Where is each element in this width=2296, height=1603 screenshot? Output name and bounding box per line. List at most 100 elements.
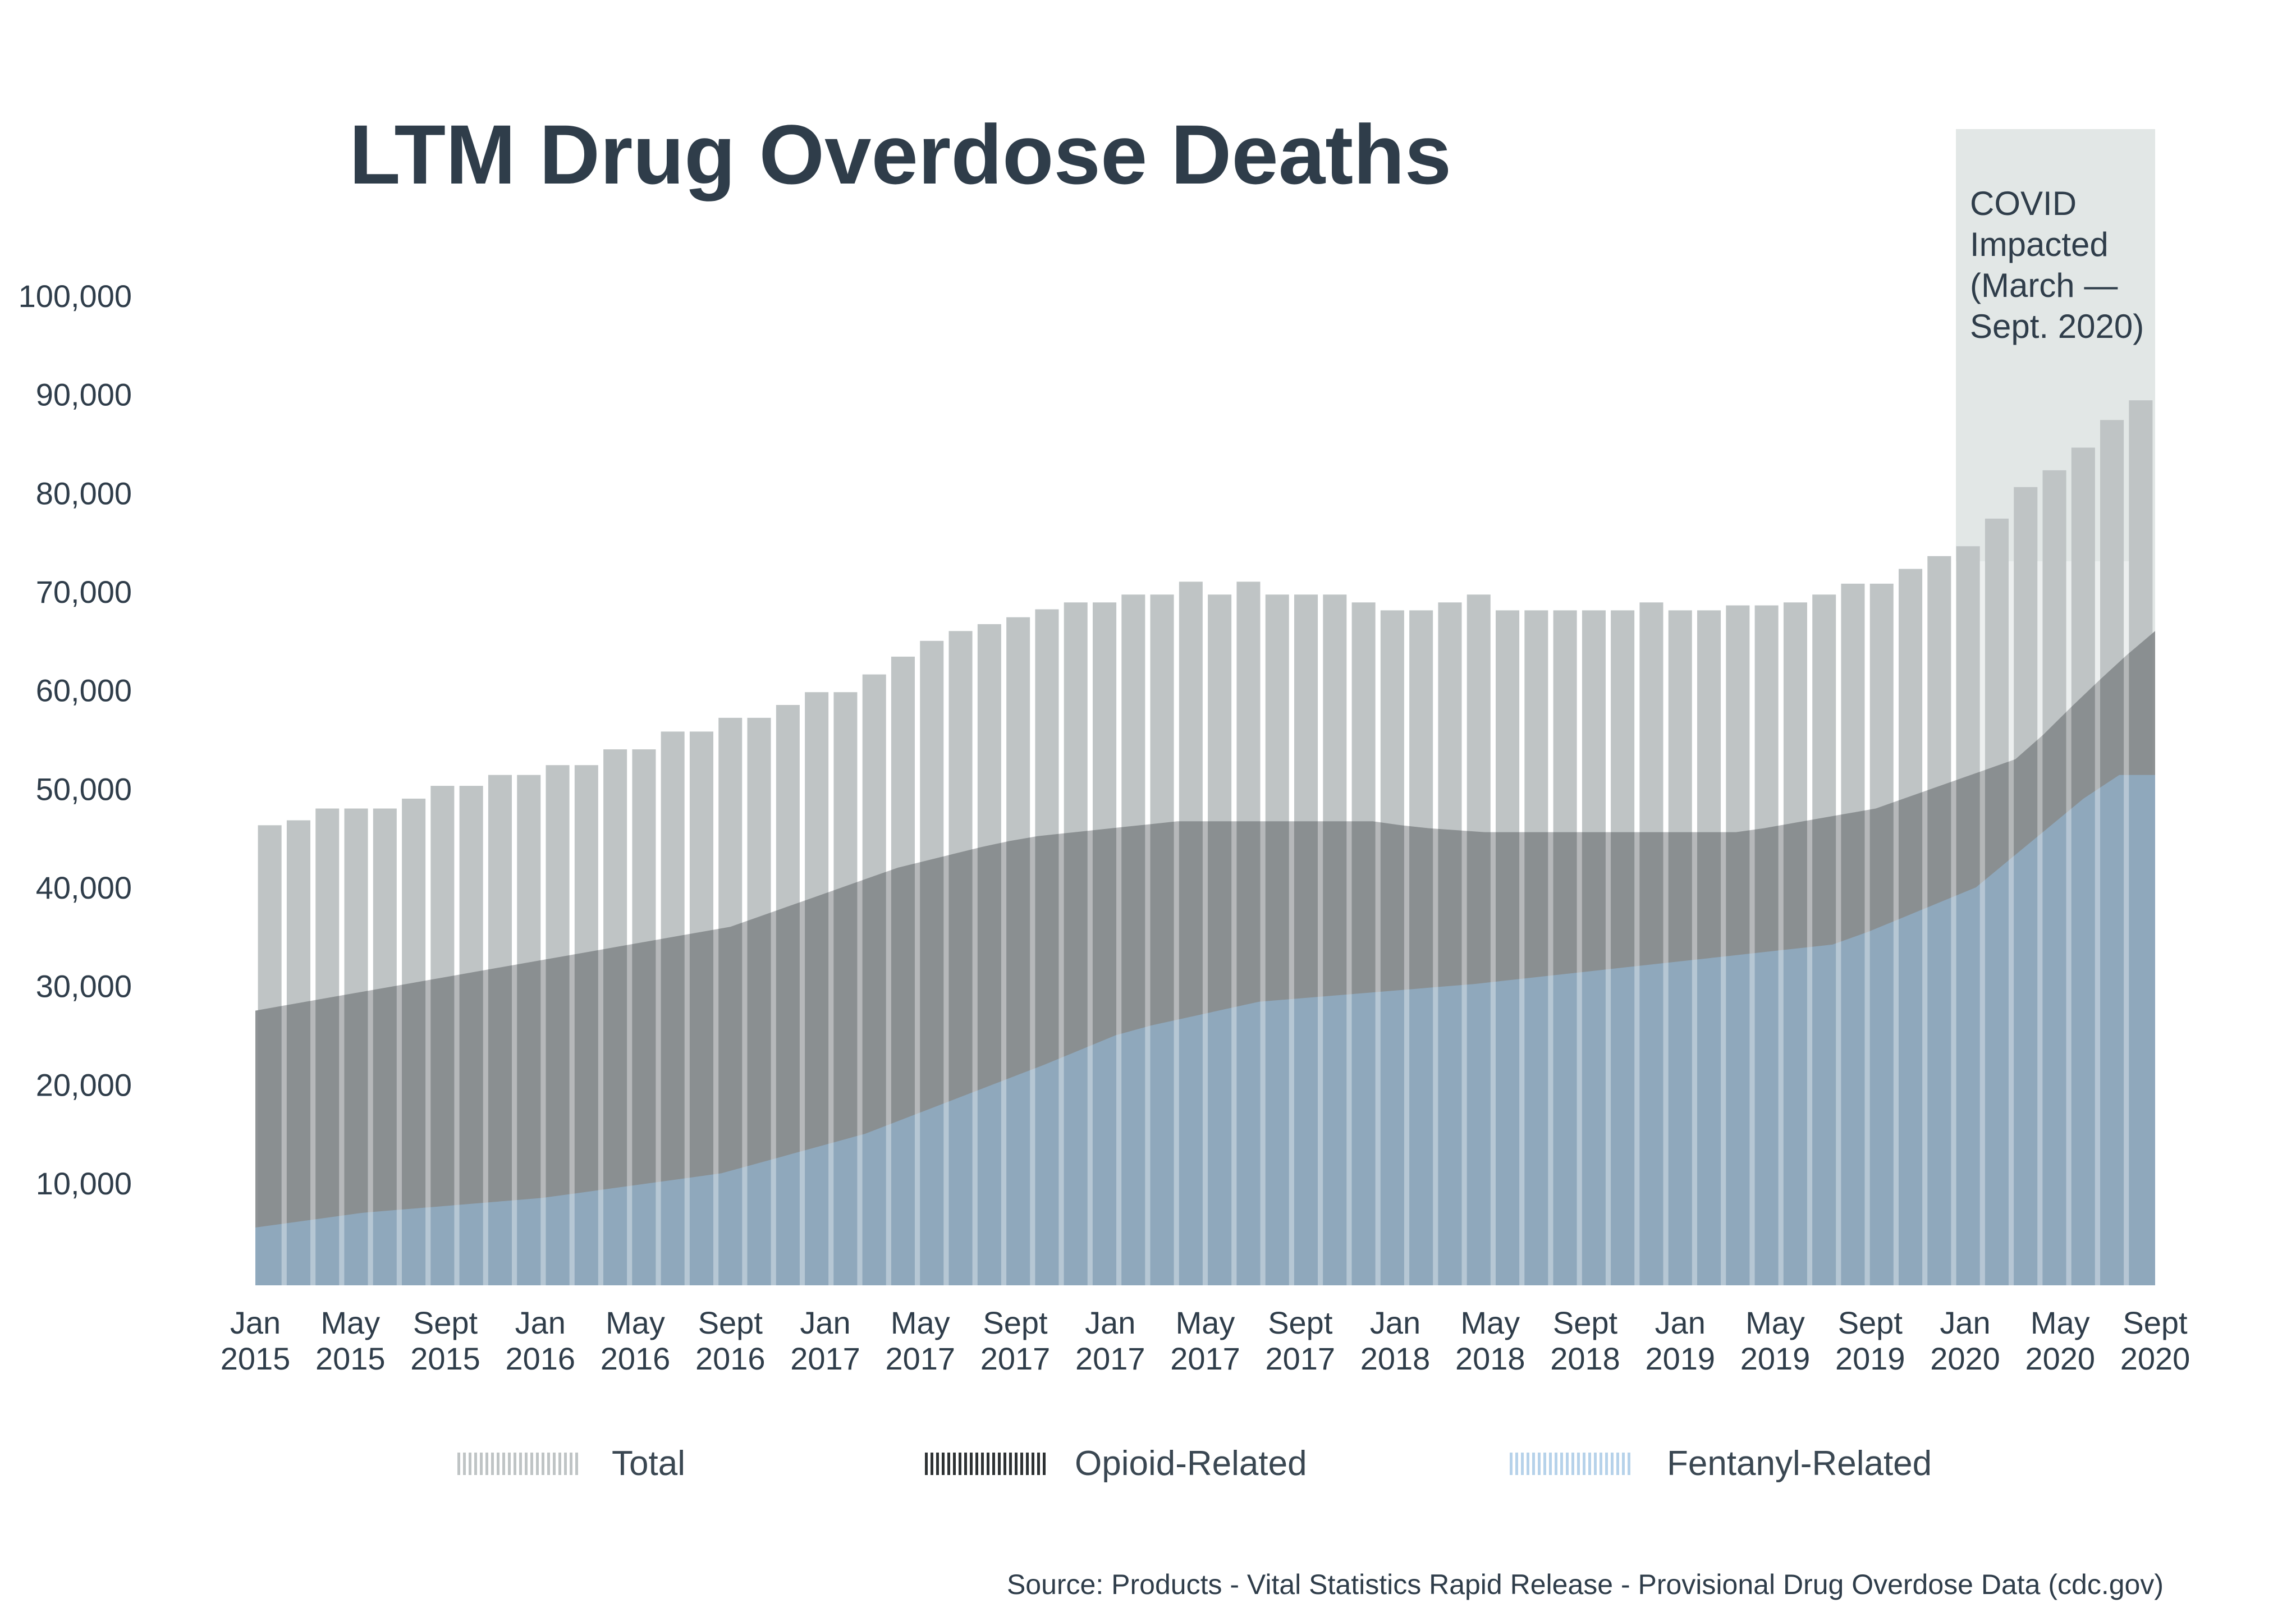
- y-tick-label: 30,000: [36, 969, 132, 1004]
- bar-gap: [1461, 561, 1467, 1285]
- legend-swatch-stripe: [998, 1453, 1001, 1475]
- x-tick-label: Jan: [1655, 1305, 1706, 1340]
- y-tick-label: 60,000: [36, 673, 132, 708]
- legend-swatch-stripe: [502, 1453, 505, 1475]
- x-tick-label: May: [891, 1305, 950, 1340]
- legend-item: Fentanyl-Related: [1510, 1444, 1932, 1483]
- legend-swatch-stripe: [1037, 1453, 1040, 1475]
- legend-swatch-stripe: [1577, 1453, 1580, 1475]
- legend-swatch-stripe: [525, 1453, 528, 1475]
- bar-gap: [425, 561, 431, 1285]
- bar-gap: [1778, 561, 1784, 1285]
- bar-gap: [1030, 561, 1035, 1285]
- bar-gap: [2037, 561, 2043, 1285]
- y-axis-ticks: 10,000 20,000 30,000 40,000 50,000 60,000 70,0…: [19, 278, 132, 1201]
- x-tick-label: 2019: [1740, 1341, 1811, 1376]
- bar-gap: [799, 561, 805, 1285]
- legend-swatch-stripe: [1594, 1453, 1597, 1475]
- bar-gap: [684, 561, 690, 1285]
- bar-gap: [1490, 561, 1496, 1285]
- legend-swatch-stripe: [959, 1453, 961, 1475]
- x-tick-label: 2017: [1075, 1341, 1145, 1376]
- x-tick-label: Sept: [1838, 1305, 1903, 1340]
- bar-gap: [483, 561, 488, 1285]
- legend-swatch-stripe: [1543, 1453, 1546, 1475]
- x-tick-label: 2019: [1646, 1341, 1716, 1376]
- legend-swatch-stripe: [1628, 1453, 1630, 1475]
- legend-swatch-stripe: [564, 1453, 567, 1475]
- legend-swatch-stripe: [1527, 1453, 1529, 1475]
- bar-gap: [1979, 561, 1985, 1285]
- legend-swatch-stripe: [942, 1453, 945, 1475]
- legend-swatch-stripe: [1566, 1453, 1569, 1475]
- covid-annotation-line: Sept. 2020): [1970, 308, 2144, 345]
- bar-gap: [1202, 561, 1208, 1285]
- bar-gap: [1375, 561, 1381, 1285]
- x-tick-label: 2017: [1170, 1341, 1240, 1376]
- x-axis-ticks: Jan2015May2015Sept2015Jan2016May2016Sept…: [221, 1305, 2190, 1376]
- x-tick-label: May: [1745, 1305, 1805, 1340]
- bar-gap: [1087, 561, 1093, 1285]
- x-tick-label: Sept: [2123, 1305, 2188, 1340]
- legend-swatch-stripe: [536, 1453, 539, 1475]
- y-tick-label: 50,000: [36, 771, 132, 807]
- covid-annotation-line: COVID: [1970, 185, 2077, 222]
- bar-gap: [1231, 561, 1237, 1285]
- legend-label: Total: [612, 1444, 685, 1483]
- legend-swatch-stripe: [497, 1453, 499, 1475]
- legend-swatch-stripe: [575, 1453, 578, 1475]
- legend-swatch-stripe: [1026, 1453, 1029, 1475]
- legend-swatch-stripe: [570, 1453, 572, 1475]
- x-tick-label: May: [2031, 1305, 2090, 1340]
- bar-gap: [1058, 561, 1064, 1285]
- bar-gap: [1663, 561, 1669, 1285]
- bar-gap: [454, 561, 460, 1285]
- legend-swatch-stripe: [1538, 1453, 1541, 1475]
- x-tick-label: 2020: [2025, 1341, 2096, 1376]
- legend-swatch-stripe: [964, 1453, 967, 1475]
- x-tick-label: May: [1176, 1305, 1235, 1340]
- x-tick-label: Jan: [230, 1305, 281, 1340]
- bar-gap: [943, 561, 949, 1285]
- legend-swatch-stripe: [1583, 1453, 1585, 1475]
- x-tick-label: 2016: [601, 1341, 671, 1376]
- legend-label: Fentanyl-Related: [1667, 1444, 1932, 1483]
- legend-swatch-stripe: [1510, 1453, 1513, 1475]
- fentanyl-area: [255, 775, 2155, 1285]
- x-tick-label: Jan: [1370, 1305, 1420, 1340]
- x-tick-label: 2019: [1835, 1341, 1905, 1376]
- legend-swatch-stripe: [931, 1453, 933, 1475]
- bar-gap: [1577, 561, 1582, 1285]
- legend-swatch-stripe: [469, 1453, 471, 1475]
- y-tick-label: 70,000: [36, 574, 132, 610]
- x-tick-label: Jan: [1940, 1305, 1990, 1340]
- bar-gap: [1346, 561, 1352, 1285]
- legend-item: Total: [457, 1444, 685, 1483]
- covid-annotation: COVID Impacted (March — Sept. 2020): [1970, 185, 2144, 345]
- legend-swatch-stripe: [463, 1453, 466, 1475]
- bar-gap: [742, 561, 748, 1285]
- x-tick-label: 2017: [980, 1341, 1051, 1376]
- y-tick-label: 100,000: [19, 278, 132, 314]
- legend-swatch-stripe: [1549, 1453, 1552, 1475]
- bar-gap: [713, 561, 719, 1285]
- legend-swatch-stripe: [530, 1453, 533, 1475]
- bar-gap: [886, 561, 891, 1285]
- bar-gap: [915, 561, 920, 1285]
- x-tick-label: 2016: [695, 1341, 766, 1376]
- legend-swatch-stripe: [1622, 1453, 1625, 1475]
- legend-swatch-stripe: [1616, 1453, 1619, 1475]
- legend-swatch-stripe: [508, 1453, 511, 1475]
- bar-gap: [512, 561, 517, 1285]
- x-tick-label: Sept: [983, 1305, 1048, 1340]
- bar-gap: [310, 561, 316, 1285]
- legend-swatch-stripe: [1009, 1453, 1012, 1475]
- legend-swatch-stripe: [558, 1453, 561, 1475]
- bar-gap: [2095, 561, 2100, 1285]
- x-tick-label: Sept: [1268, 1305, 1333, 1340]
- bar-gap: [1605, 561, 1611, 1285]
- legend-swatch-stripe: [1588, 1453, 1591, 1475]
- x-tick-label: 2020: [1930, 1341, 2000, 1376]
- x-tick-label: May: [606, 1305, 665, 1340]
